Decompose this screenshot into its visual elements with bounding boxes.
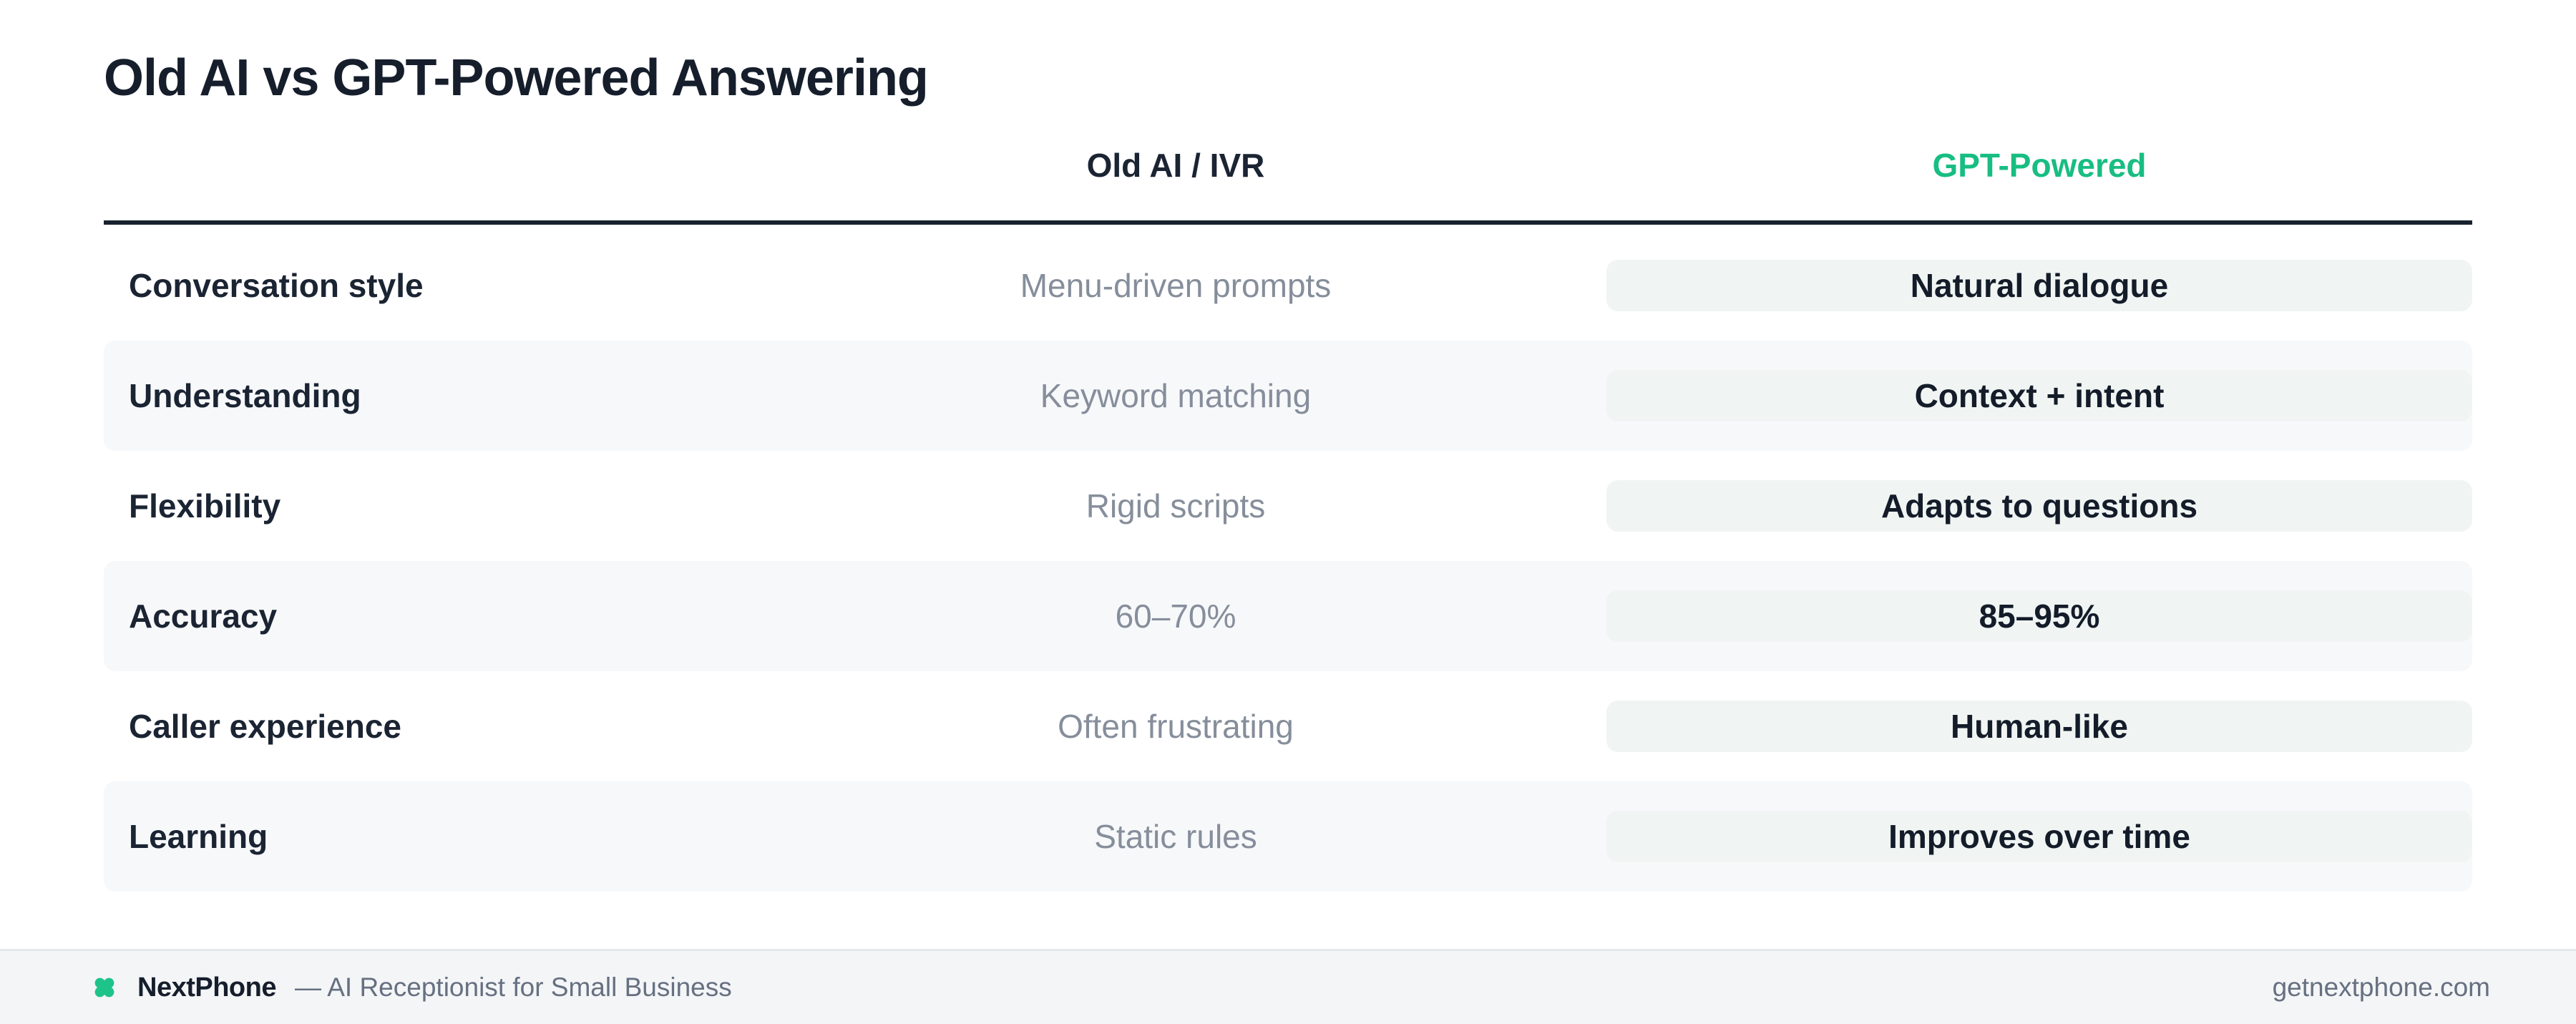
- brand-x-clover-icon: [94, 977, 114, 998]
- column-header-old-ai: Old AI / IVR: [1086, 147, 1265, 185]
- brand-tagline: — AI Receptionist for Small Business: [294, 972, 732, 1002]
- old-ai-value: Static rules: [1094, 818, 1257, 856]
- gpt-value-pill: Context + intent: [1606, 370, 2472, 422]
- footer-bar: NextPhone — AI Receptionist for Small Bu…: [0, 949, 2576, 1024]
- footer-brand-group: NextPhone — AI Receptionist for Small Bu…: [90, 972, 732, 1003]
- gpt-cell: Improves over time: [1606, 781, 2472, 892]
- footer-url: getnextphone.com: [2272, 972, 2490, 1002]
- gpt-value-pill: Natural dialogue: [1606, 260, 2472, 312]
- gpt-value-pill: Human-like: [1606, 701, 2472, 753]
- gpt-cell: Natural dialogue: [1606, 230, 2472, 341]
- table-header-row: Old AI / IVR GPT-Powered: [104, 145, 2472, 186]
- table-row: Caller experience Often frustrating Huma…: [104, 671, 2472, 781]
- row-label: Caller experience: [129, 708, 402, 746]
- table-row: Learning Static rules Improves over time: [104, 781, 2472, 892]
- page-title: Old AI vs GPT-Powered Answering: [104, 49, 929, 107]
- table-row: Accuracy 60–70% 85–95%: [104, 561, 2472, 672]
- row-label: Learning: [129, 818, 268, 856]
- old-ai-value: Rigid scripts: [1085, 487, 1266, 525]
- old-ai-value: 60–70%: [1115, 598, 1236, 635]
- old-ai-value: Keyword matching: [1040, 377, 1312, 415]
- old-ai-value: Often frustrating: [1058, 708, 1294, 746]
- gpt-value-pill: Adapts to questions: [1606, 480, 2472, 532]
- table-row: Understanding Keyword matching Context +…: [104, 341, 2472, 452]
- slide-content: Old AI vs GPT-Powered Answering Old AI /…: [0, 46, 2576, 892]
- row-label: Accuracy: [129, 598, 278, 635]
- table-row: Conversation style Menu-driven prompts N…: [104, 230, 2472, 341]
- column-header-gpt-powered: GPT-Powered: [1932, 147, 2147, 185]
- row-label: Conversation style: [129, 267, 424, 305]
- gpt-value-pill: 85–95%: [1606, 590, 2472, 643]
- brand-name: NextPhone: [137, 972, 276, 1003]
- old-ai-value: Menu-driven prompts: [1020, 267, 1332, 305]
- table-row: Flexibility Rigid scripts Adapts to ques…: [104, 451, 2472, 561]
- gpt-value-pill: Improves over time: [1606, 811, 2472, 863]
- gpt-cell: 85–95%: [1606, 561, 2472, 671]
- row-label: Flexibility: [129, 487, 281, 525]
- comparison-table: Conversation style Menu-driven prompts N…: [104, 230, 2472, 892]
- gpt-cell: Adapts to questions: [1606, 451, 2472, 561]
- gpt-cell: Human-like: [1606, 671, 2472, 781]
- row-label: Understanding: [129, 377, 361, 415]
- gpt-cell: Context + intent: [1606, 341, 2472, 451]
- header-divider: [104, 220, 2472, 225]
